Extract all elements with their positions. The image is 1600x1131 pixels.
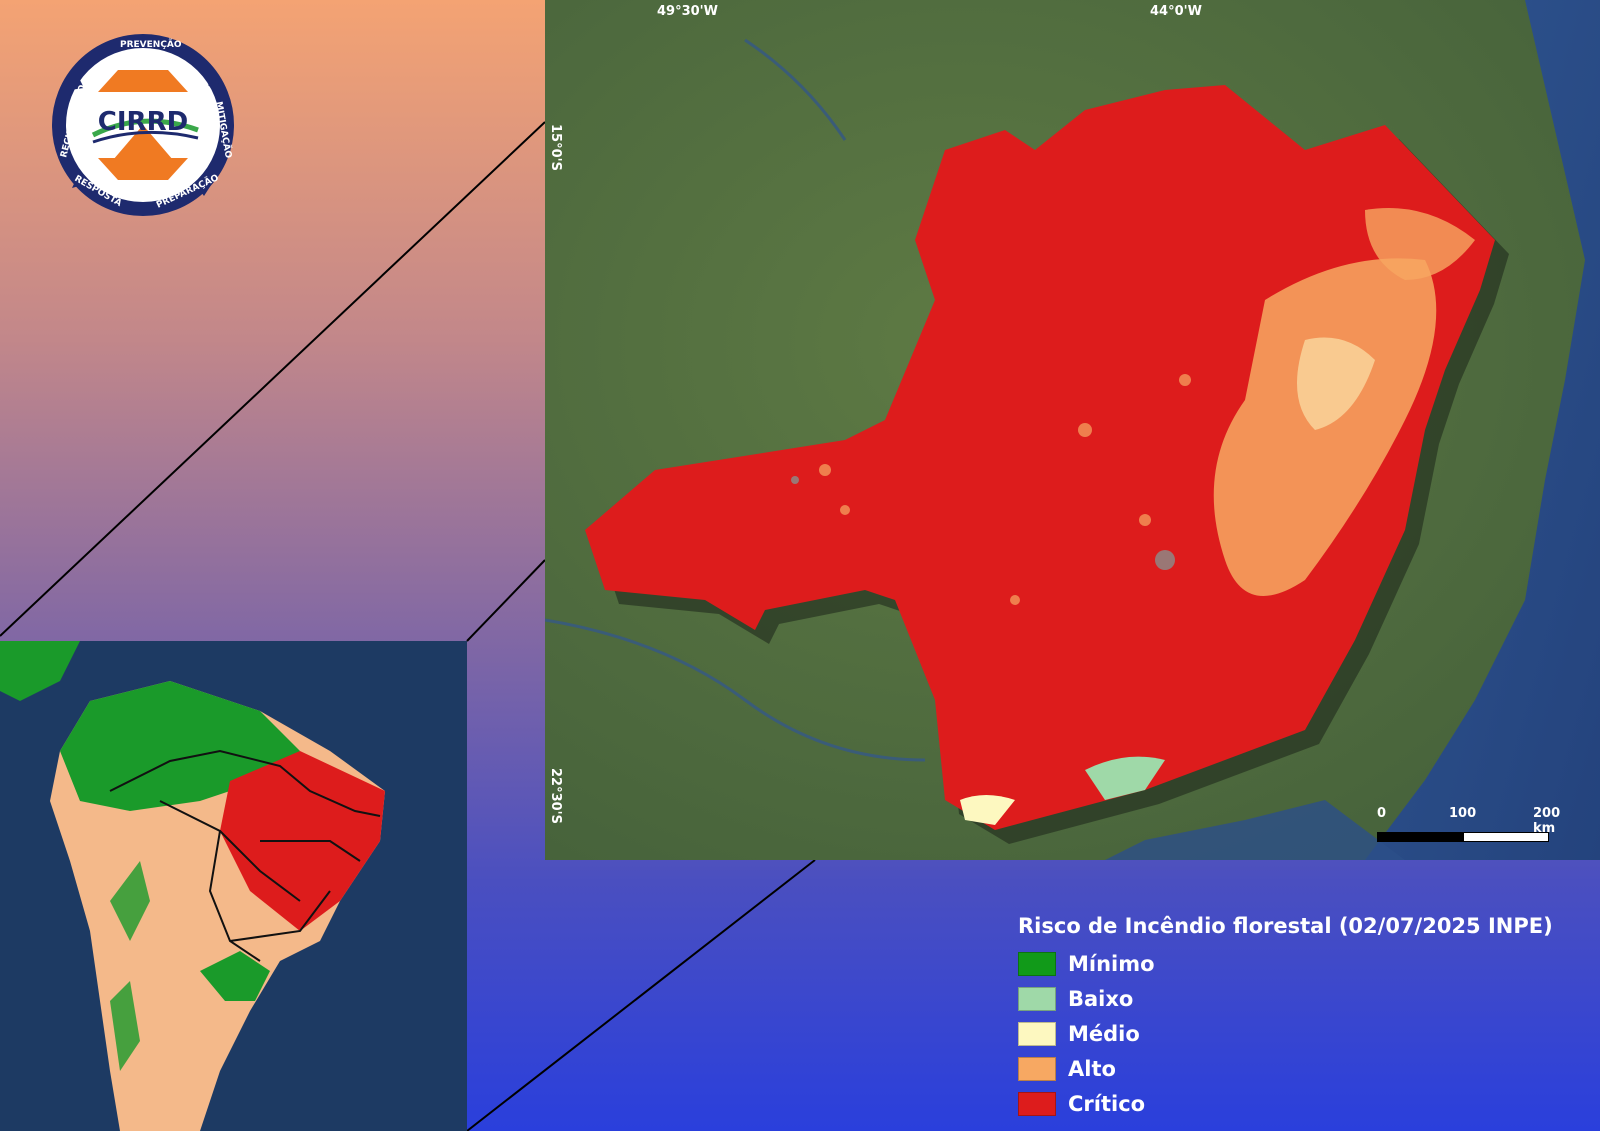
risk-region-alto xyxy=(1213,258,1437,596)
legend-label: Baixo xyxy=(1068,986,1134,1011)
legend: Risco de Incêndio florestal (02/07/2025 … xyxy=(1018,914,1553,1121)
legend-swatch xyxy=(1018,1056,1056,1081)
cirrd-logo: PREVENÇÃO MITIGAÇÃO PREPARAÇÃO RESPOSTA … xyxy=(48,30,238,220)
legend-label: Mínimo xyxy=(1068,951,1155,976)
legend-label: Crítico xyxy=(1068,1091,1146,1116)
legend-item-alto: Alto xyxy=(1018,1051,1553,1086)
logo-wordmark: CIRRD xyxy=(98,107,188,137)
lon-label-left: 49°30'W xyxy=(657,4,719,19)
legend-label: Alto xyxy=(1068,1056,1116,1081)
legend-item-critico: Crítico xyxy=(1018,1086,1553,1121)
lat-label-lower: 22°30'S xyxy=(548,768,563,825)
lat-label-upper: 15°0'S xyxy=(548,124,563,171)
legend-swatch xyxy=(1018,951,1056,976)
legend-item-medio: Médio xyxy=(1018,1016,1553,1051)
legend-title: Risco de Incêndio florestal (02/07/2025 … xyxy=(1018,914,1553,938)
lon-label-right: 44°0'W xyxy=(1150,4,1202,19)
risk-region-critico xyxy=(585,85,1495,830)
ring-word-prevencao: PREVENÇÃO xyxy=(120,39,182,50)
scale-segment-white xyxy=(1463,832,1549,842)
legend-swatch xyxy=(1018,986,1056,1011)
scale-segment-black xyxy=(1377,832,1463,842)
main-risk-map: 49°30'W 44°0'W 15°0'S 22°30'S xyxy=(545,0,1600,860)
legend-item-minimo: Mínimo xyxy=(1018,946,1553,981)
legend-item-baixo: Baixo xyxy=(1018,981,1553,1016)
legend-swatch xyxy=(1018,1091,1056,1116)
scale-label-0: 0 xyxy=(1377,806,1387,821)
legend-swatch xyxy=(1018,1021,1056,1046)
south-america-inset-map xyxy=(0,641,467,1131)
scale-label-100: 100 xyxy=(1449,806,1477,821)
legend-label: Médio xyxy=(1068,1021,1140,1046)
